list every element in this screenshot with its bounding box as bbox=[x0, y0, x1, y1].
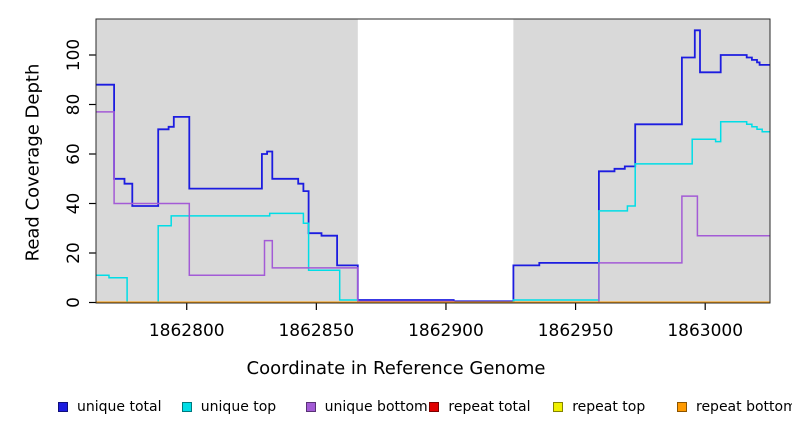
legend-swatch-icon bbox=[181, 402, 192, 412]
y-tick-label: 60 bbox=[64, 143, 84, 165]
gap-highlight-region bbox=[357, 19, 514, 302]
x-tick-label: 1862950 bbox=[538, 321, 614, 341]
series-unique-bottom bbox=[96, 111, 770, 304]
legend-label: unique top bbox=[200, 399, 277, 415]
x-tick-label: 1862850 bbox=[278, 321, 354, 341]
y-axis-title: Read Coverage Depth bbox=[22, 63, 44, 262]
x-tick-label: 1862800 bbox=[149, 321, 225, 341]
legend-swatch-icon bbox=[553, 402, 564, 412]
legend-label: unique bottom bbox=[324, 399, 428, 415]
legend-item-repeat-top: repeat top bbox=[553, 399, 645, 415]
legend-swatch-icon bbox=[305, 402, 316, 412]
y-tick-label: 80 bbox=[64, 94, 84, 116]
y-tick-label: 100 bbox=[64, 39, 84, 71]
legend-swatch-icon bbox=[58, 402, 68, 412]
legend-item-repeat-bottom: repeat bottom bbox=[677, 399, 792, 415]
plot-border-box bbox=[95, 18, 771, 304]
x-tick-label: 1862900 bbox=[408, 321, 484, 341]
x-tick-label: 1863000 bbox=[667, 321, 743, 341]
y-tick-label: 20 bbox=[64, 242, 84, 264]
legend-label: repeat bottom bbox=[696, 399, 792, 415]
series-unique-top bbox=[96, 121, 770, 304]
legend-item-unique-top: unique top bbox=[181, 399, 277, 415]
legend-label: repeat top bbox=[572, 399, 646, 415]
chart-legend: unique total unique top unique bottom repea… bbox=[0, 399, 792, 419]
legend-item-unique-total: unique total bbox=[58, 399, 161, 415]
y-tick-label: 40 bbox=[64, 193, 84, 215]
legend-item-repeat-total: repeat total bbox=[429, 399, 530, 415]
legend-item-unique-bottom: unique bottom bbox=[305, 399, 428, 415]
legend-label: repeat total bbox=[448, 399, 531, 415]
y-tick-label: 0 bbox=[64, 297, 84, 308]
legend-label: unique total bbox=[77, 399, 162, 415]
x-axis-title: Coordinate in Reference Genome bbox=[246, 358, 546, 379]
legend-swatch-icon bbox=[677, 402, 687, 412]
legend-swatch-icon bbox=[429, 402, 440, 412]
